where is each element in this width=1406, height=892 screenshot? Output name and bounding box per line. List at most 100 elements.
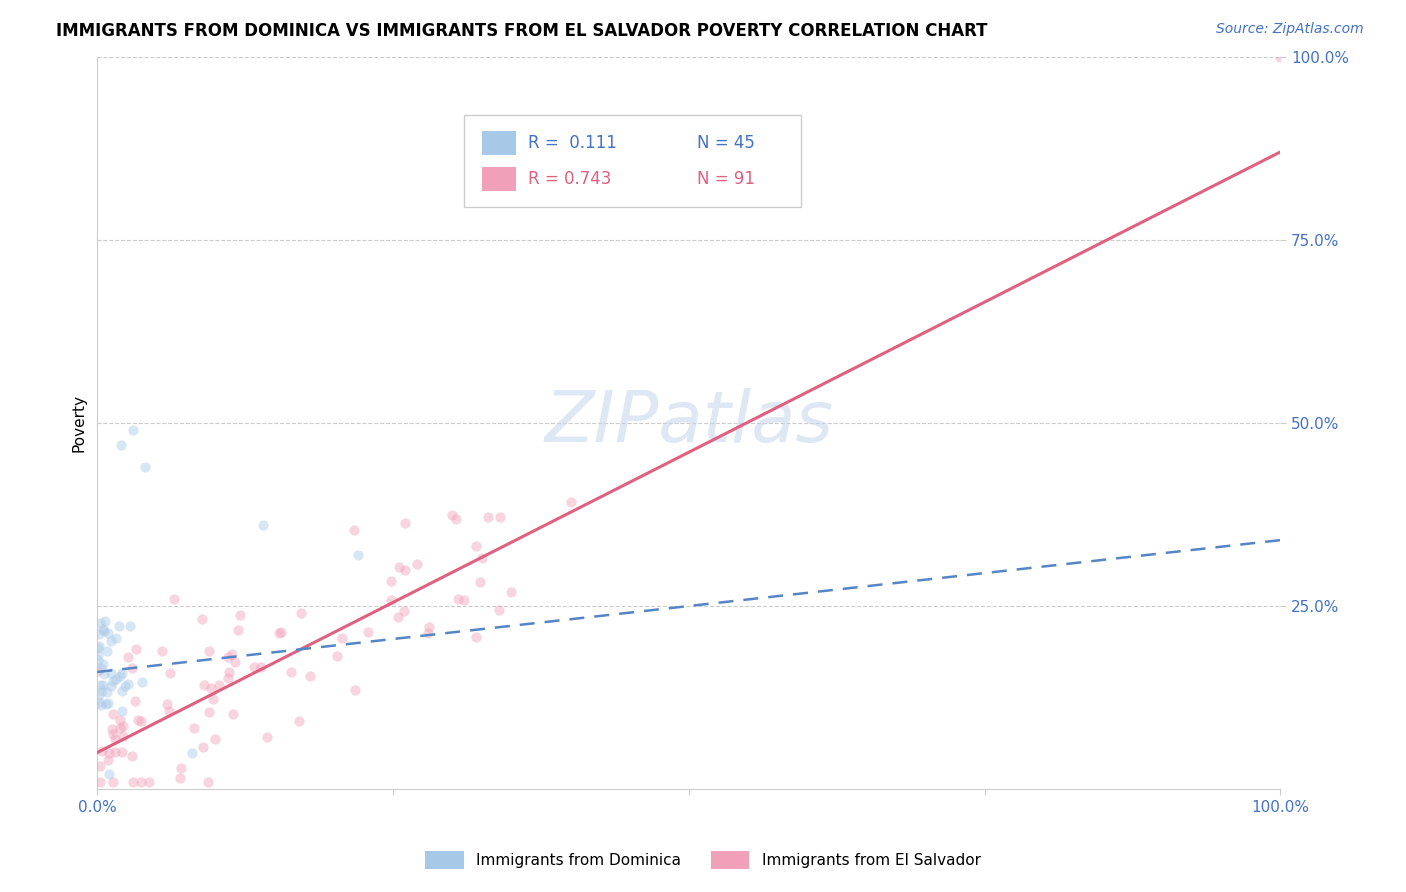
Point	[91, 684, 114, 698]
Point	[150, 644, 173, 658]
Text: N = 45: N = 45	[697, 134, 755, 153]
Point	[217, 650, 239, 665]
Point	[96, 697, 118, 711]
Point	[121, 661, 143, 675]
Point	[394, 563, 416, 577]
Point	[89, 678, 111, 692]
Point	[269, 626, 291, 640]
Point	[121, 774, 143, 789]
Point	[343, 523, 366, 537]
Point	[112, 719, 135, 733]
Point	[87, 664, 110, 678]
Point	[89, 615, 111, 630]
Point	[163, 591, 186, 606]
Point	[200, 681, 222, 695]
Point	[101, 706, 124, 721]
Point	[104, 731, 127, 746]
Point	[226, 623, 249, 637]
FancyBboxPatch shape	[482, 168, 516, 191]
Point	[288, 714, 311, 728]
Point	[100, 680, 122, 694]
Point	[91, 657, 114, 672]
Point	[280, 665, 302, 679]
Point	[138, 774, 160, 789]
Point	[91, 744, 114, 758]
Point	[183, 722, 205, 736]
Point	[387, 560, 409, 574]
Point	[346, 548, 368, 562]
Point	[1270, 50, 1292, 64]
Point	[97, 746, 120, 760]
Point	[124, 693, 146, 707]
Point	[202, 692, 225, 706]
Point	[108, 618, 131, 632]
FancyBboxPatch shape	[482, 131, 516, 155]
Point	[104, 745, 127, 759]
Point	[89, 688, 111, 702]
Point	[100, 634, 122, 648]
Point	[218, 665, 240, 680]
Point	[447, 592, 470, 607]
Point	[471, 550, 494, 565]
Point	[380, 593, 402, 607]
Point	[444, 511, 467, 525]
Point	[125, 642, 148, 657]
FancyBboxPatch shape	[464, 115, 801, 207]
Point	[156, 697, 179, 711]
Point	[87, 640, 110, 654]
Point	[96, 644, 118, 658]
Point	[87, 641, 110, 656]
Point	[222, 706, 245, 721]
Text: R = 0.743: R = 0.743	[529, 170, 612, 188]
Point	[121, 423, 143, 437]
Point	[110, 438, 132, 452]
Point	[290, 606, 312, 620]
Point	[121, 748, 143, 763]
Point	[100, 665, 122, 680]
Point	[464, 630, 486, 644]
Text: ZIPatlas: ZIPatlas	[544, 388, 834, 458]
Point	[131, 675, 153, 690]
Point	[97, 696, 120, 710]
Point	[90, 661, 112, 675]
Point	[380, 574, 402, 588]
Point	[101, 774, 124, 789]
Point	[87, 695, 110, 709]
Point	[89, 759, 111, 773]
Point	[298, 668, 321, 682]
Point	[488, 509, 510, 524]
Point	[114, 679, 136, 693]
Point	[405, 557, 427, 571]
Point	[217, 671, 239, 685]
Point	[330, 631, 353, 645]
Point	[111, 745, 134, 759]
Point	[169, 771, 191, 785]
Point	[242, 660, 264, 674]
Point	[270, 624, 292, 639]
Point	[117, 677, 139, 691]
Point	[129, 714, 152, 728]
Point	[416, 626, 439, 640]
Point	[117, 649, 139, 664]
Point	[208, 678, 231, 692]
Point	[93, 667, 115, 681]
Point	[343, 682, 366, 697]
Point	[468, 574, 491, 589]
Point	[127, 713, 149, 727]
Point	[488, 603, 510, 617]
Point	[357, 624, 380, 639]
Point	[256, 730, 278, 744]
Point	[157, 704, 180, 718]
Point	[97, 753, 120, 767]
Point	[89, 774, 111, 789]
Point	[93, 624, 115, 638]
Point	[90, 698, 112, 713]
Point	[101, 673, 124, 688]
Point	[197, 705, 219, 719]
Point	[87, 627, 110, 641]
Point	[477, 510, 499, 524]
Point	[392, 603, 415, 617]
Point	[104, 631, 127, 645]
Y-axis label: Poverty: Poverty	[72, 394, 86, 452]
Point	[252, 518, 274, 533]
